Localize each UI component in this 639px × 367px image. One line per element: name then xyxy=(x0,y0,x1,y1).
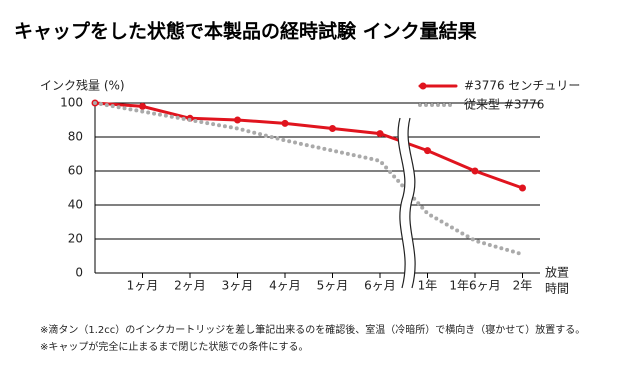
data-point xyxy=(281,119,289,127)
x-tick-label: 5ヶ月 xyxy=(317,279,349,293)
x-tick-label: 1年 xyxy=(418,279,438,293)
x-axis-label: 時間 xyxy=(545,282,569,296)
chart-title: キャップをした状態で本製品の経時試験 インク量結果 xyxy=(14,20,477,43)
data-point xyxy=(424,147,431,155)
x-tick-label: 2ヶ月 xyxy=(174,279,206,293)
y-axis-label: インク残量 (%) xyxy=(40,79,125,93)
x-axis-label: 放置 xyxy=(545,265,569,280)
legend-label: #3776 センチュリー xyxy=(464,79,580,93)
x-tick-label: 6ヶ月 xyxy=(364,279,396,293)
legend-marker xyxy=(419,82,427,90)
y-tick-label: 80 xyxy=(68,130,83,144)
y-tick-label: 0 xyxy=(75,266,83,280)
x-tick-label: 4ヶ月 xyxy=(269,279,301,293)
x-tick-label: 3ヶ月 xyxy=(222,279,254,293)
legend-label: 従来型 #3776 xyxy=(464,98,544,112)
y-tick-label: 40 xyxy=(68,198,83,212)
x-tick-label: 1年6ヶ月 xyxy=(449,279,500,293)
data-point xyxy=(376,130,384,138)
data-point xyxy=(471,167,479,175)
data-point xyxy=(234,116,241,124)
y-tick-label: 100 xyxy=(60,96,83,110)
y-tick-label: 20 xyxy=(68,232,83,246)
axis-break xyxy=(397,117,416,289)
series-line xyxy=(93,101,525,257)
note: ※滴タン（1.2cc）のインクカートリッジを差し筆記出来るのを確認後、室温（冷暗… xyxy=(40,323,585,336)
x-tick-label: 2年 xyxy=(513,279,533,293)
y-tick-label: 60 xyxy=(68,164,83,178)
series-line xyxy=(93,101,524,190)
x-tick-label: 1ヶ月 xyxy=(127,279,159,293)
data-point xyxy=(139,102,146,110)
note: ※キャップが完全に止まるまで閉じた状態での条件にする。 xyxy=(40,340,308,353)
data-point xyxy=(519,184,526,192)
data-point xyxy=(329,125,336,132)
